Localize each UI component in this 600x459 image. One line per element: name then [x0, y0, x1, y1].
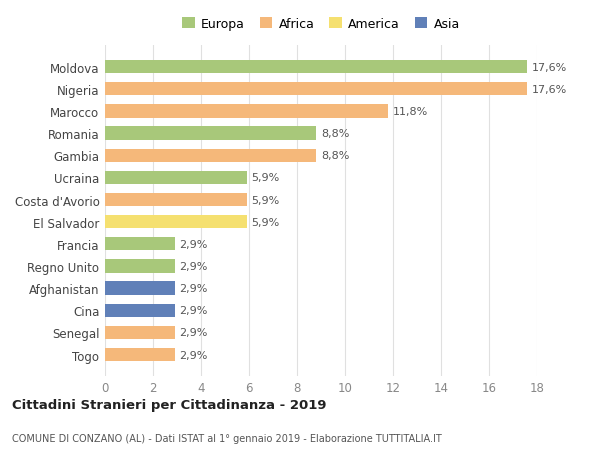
- Bar: [105, 193, 247, 207]
- Text: 17,6%: 17,6%: [532, 84, 568, 95]
- Bar: [105, 105, 388, 118]
- Text: 2,9%: 2,9%: [179, 239, 208, 249]
- Text: COMUNE DI CONZANO (AL) - Dati ISTAT al 1° gennaio 2019 - Elaborazione TUTTITALIA: COMUNE DI CONZANO (AL) - Dati ISTAT al 1…: [12, 433, 442, 442]
- Text: 2,9%: 2,9%: [179, 261, 208, 271]
- Text: 2,9%: 2,9%: [179, 350, 208, 360]
- Text: 5,9%: 5,9%: [251, 173, 280, 183]
- Bar: [105, 149, 316, 162]
- Text: 5,9%: 5,9%: [251, 217, 280, 227]
- Text: 11,8%: 11,8%: [393, 107, 428, 117]
- Bar: [105, 282, 175, 295]
- Text: 2,9%: 2,9%: [179, 328, 208, 338]
- Legend: Europa, Africa, America, Asia: Europa, Africa, America, Asia: [179, 15, 463, 33]
- Text: 17,6%: 17,6%: [532, 62, 568, 73]
- Text: 2,9%: 2,9%: [179, 284, 208, 293]
- Text: Cittadini Stranieri per Cittadinanza - 2019: Cittadini Stranieri per Cittadinanza - 2…: [12, 398, 326, 412]
- Bar: [105, 238, 175, 251]
- Text: 8,8%: 8,8%: [321, 129, 349, 139]
- Bar: [105, 127, 316, 140]
- Bar: [105, 171, 247, 185]
- Bar: [105, 348, 175, 361]
- Bar: [105, 216, 247, 229]
- Bar: [105, 304, 175, 317]
- Text: 8,8%: 8,8%: [321, 151, 349, 161]
- Text: 2,9%: 2,9%: [179, 306, 208, 315]
- Bar: [105, 326, 175, 339]
- Bar: [105, 61, 527, 74]
- Text: 5,9%: 5,9%: [251, 195, 280, 205]
- Bar: [105, 83, 527, 96]
- Bar: [105, 260, 175, 273]
